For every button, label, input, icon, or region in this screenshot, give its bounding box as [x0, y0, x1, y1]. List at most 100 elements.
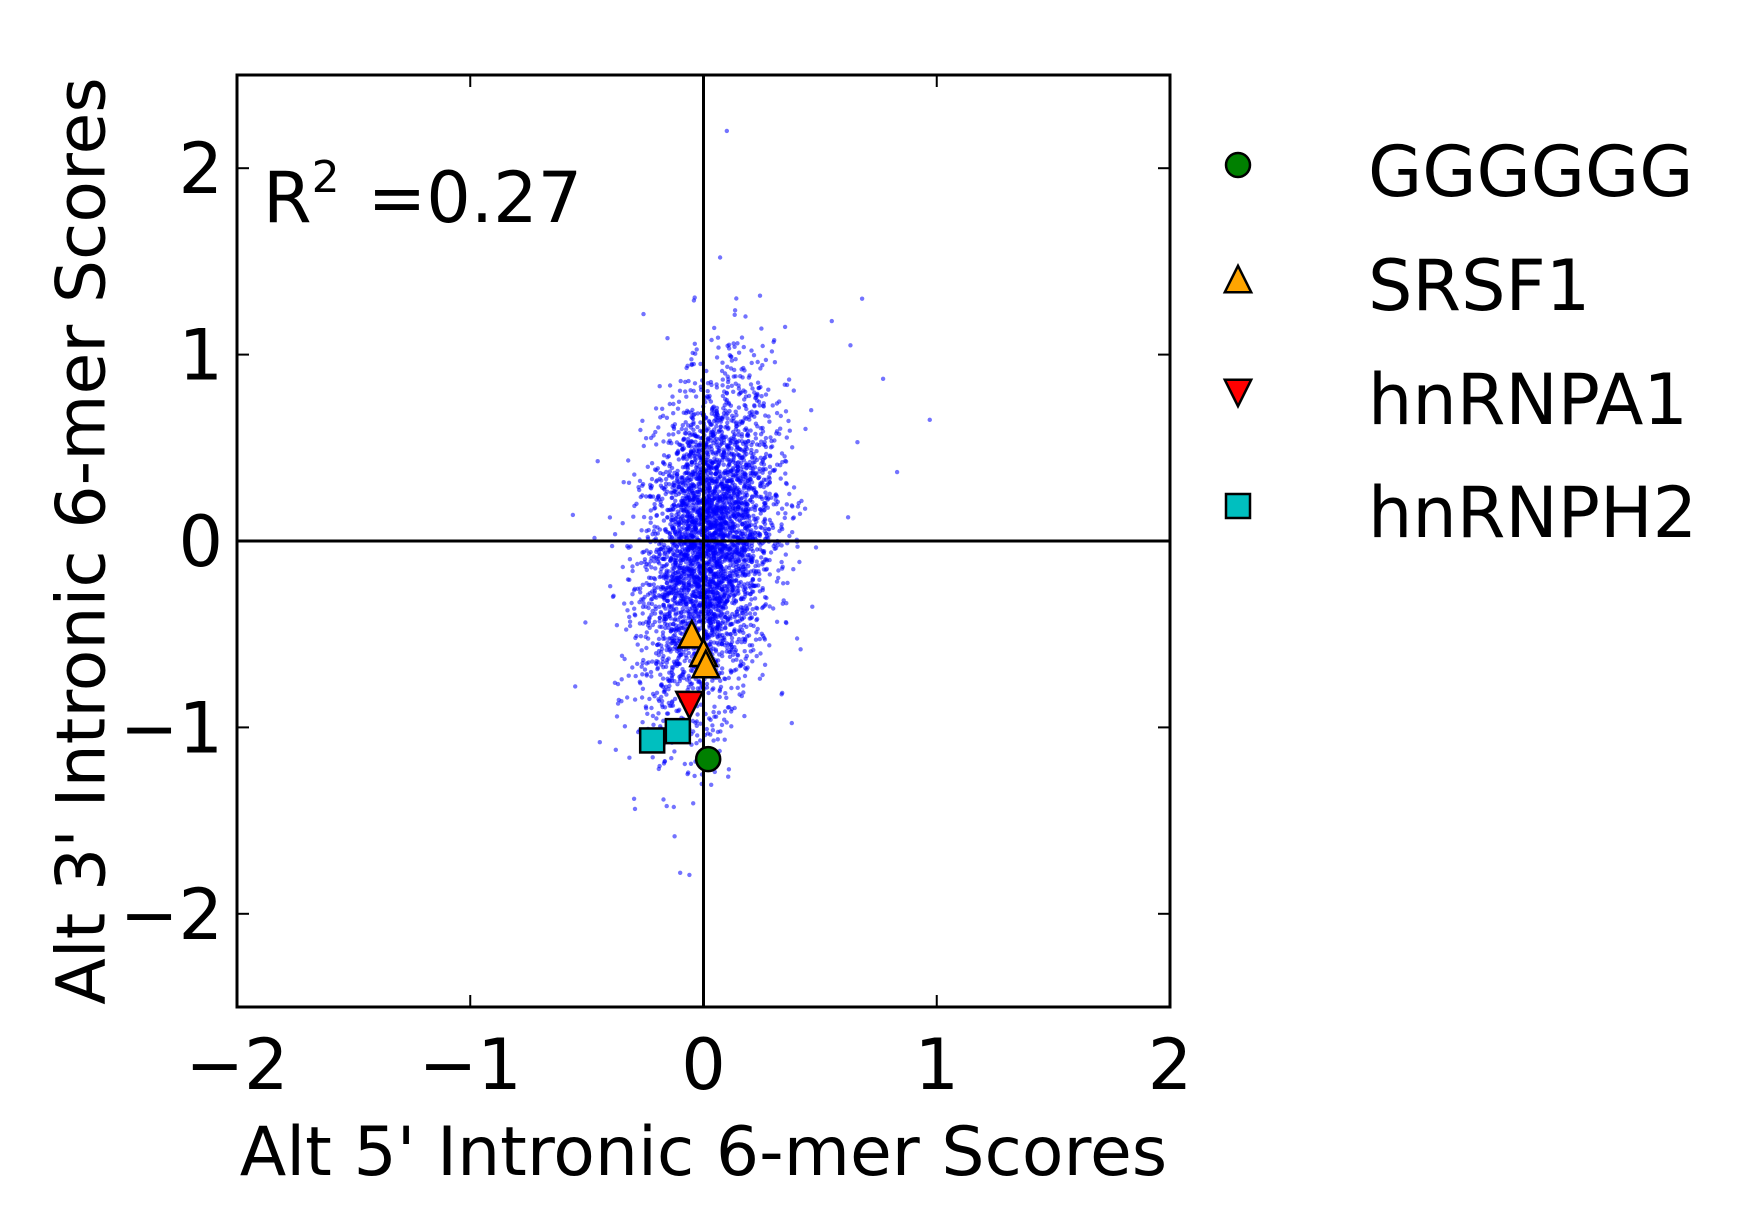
scatter-point — [655, 525, 660, 530]
scatter-point — [758, 366, 763, 371]
scatter-point — [649, 483, 654, 489]
scatter-point — [758, 547, 763, 552]
scatter-point — [704, 442, 709, 447]
scatter-point — [760, 343, 765, 349]
legend: GGGGGG SRSF1 hnRNPA1 hnRNPH2 — [1222, 131, 1697, 554]
scatter-point — [667, 548, 672, 553]
scatter-point — [573, 684, 578, 689]
scatter-point — [647, 493, 653, 499]
scatter-point — [741, 690, 746, 695]
scatter-point — [693, 457, 698, 463]
scatter-point — [709, 579, 715, 584]
scatter-point — [741, 596, 746, 602]
scatter-point — [798, 647, 803, 652]
scatter-point — [657, 552, 662, 557]
x-tick-label: −2 — [185, 1024, 288, 1106]
scatter-point — [731, 341, 736, 346]
scatter-point — [791, 567, 796, 572]
scatter-point — [759, 525, 764, 531]
scatter-point — [735, 523, 741, 528]
scatter-point — [716, 574, 721, 579]
scatter-point — [665, 611, 670, 617]
scatter-point — [728, 616, 733, 621]
scatter-point — [724, 631, 729, 636]
scatter-point — [763, 357, 769, 363]
scatter-point — [728, 488, 733, 493]
scatter-point — [688, 761, 694, 766]
scatter-point — [719, 615, 724, 620]
scatter-point — [684, 655, 689, 660]
scatter-point — [751, 353, 757, 358]
scatter-point — [855, 440, 860, 445]
scatter-point — [765, 505, 770, 510]
scatter-point — [790, 530, 795, 535]
scatter-point — [681, 513, 686, 518]
r-squared-superscript: 2 — [312, 152, 340, 203]
scatter-point — [654, 549, 659, 554]
scatter-point — [753, 410, 759, 415]
zero-lines — [237, 75, 1170, 1007]
y-tick-label: −2 — [120, 874, 223, 956]
scatter-point — [689, 654, 695, 659]
scatter-point — [665, 455, 670, 460]
scatter-point — [738, 659, 744, 664]
scatter-point — [927, 417, 932, 423]
scatter-point — [727, 505, 732, 510]
legend-item-hnrnpa1: hnRNPA1 — [1222, 359, 1688, 441]
scatter-point — [731, 490, 737, 496]
scatter-point — [710, 617, 715, 622]
scatter-point — [667, 383, 673, 388]
scatter-point — [684, 604, 689, 610]
scatter-point — [655, 531, 660, 536]
y-tick-label: −1 — [120, 687, 223, 769]
scatter-point — [767, 491, 772, 496]
scatter-point — [733, 427, 739, 432]
legend-label: GGGGGG — [1368, 131, 1693, 213]
scatter-point — [736, 350, 742, 355]
scatter-point — [780, 690, 785, 696]
scatter-point — [667, 608, 672, 613]
scatter-point — [712, 325, 717, 331]
scatter-point — [720, 572, 726, 577]
scatter-point — [620, 564, 625, 570]
scatter-point — [746, 439, 751, 444]
scatter-point — [714, 420, 720, 425]
scatter-point — [791, 388, 796, 393]
scatter-point — [669, 756, 674, 761]
scatter-point — [667, 670, 672, 675]
scatter-point — [726, 346, 732, 351]
scatter-point — [729, 635, 735, 641]
scatter-point — [727, 516, 732, 522]
scatter-point — [729, 724, 734, 729]
scatter-point — [678, 378, 683, 384]
scatter-point — [759, 555, 764, 560]
scatter-point — [723, 408, 728, 413]
scatter-point — [697, 484, 702, 490]
scatter-point — [693, 453, 698, 458]
scatter-point — [757, 293, 763, 298]
scatter-point — [739, 439, 745, 444]
scatter-point — [694, 462, 699, 467]
scatter-point — [731, 629, 737, 634]
scatter-point — [762, 455, 767, 461]
scatter-point — [678, 580, 684, 585]
legend-item-gggggg: GGGGGG — [1224, 131, 1693, 213]
scatter-point — [654, 442, 659, 447]
scatter-point — [797, 559, 802, 565]
scatter-point — [760, 605, 765, 611]
scatter-point — [762, 442, 767, 448]
scatter-point — [651, 554, 656, 559]
scatter-point — [631, 588, 637, 593]
scatter-point — [778, 476, 783, 481]
scatter-point — [665, 598, 670, 604]
scatter-point — [723, 397, 728, 402]
scatter-point — [666, 432, 671, 437]
hnrnpa1-marker — [674, 690, 705, 722]
scatter-point — [637, 600, 642, 605]
scatter-point — [706, 547, 711, 552]
scatter-point — [627, 557, 633, 562]
scatter-point — [704, 629, 709, 634]
scatter-point — [683, 503, 688, 508]
scatter-point — [627, 577, 632, 582]
scatter-point — [720, 377, 725, 382]
